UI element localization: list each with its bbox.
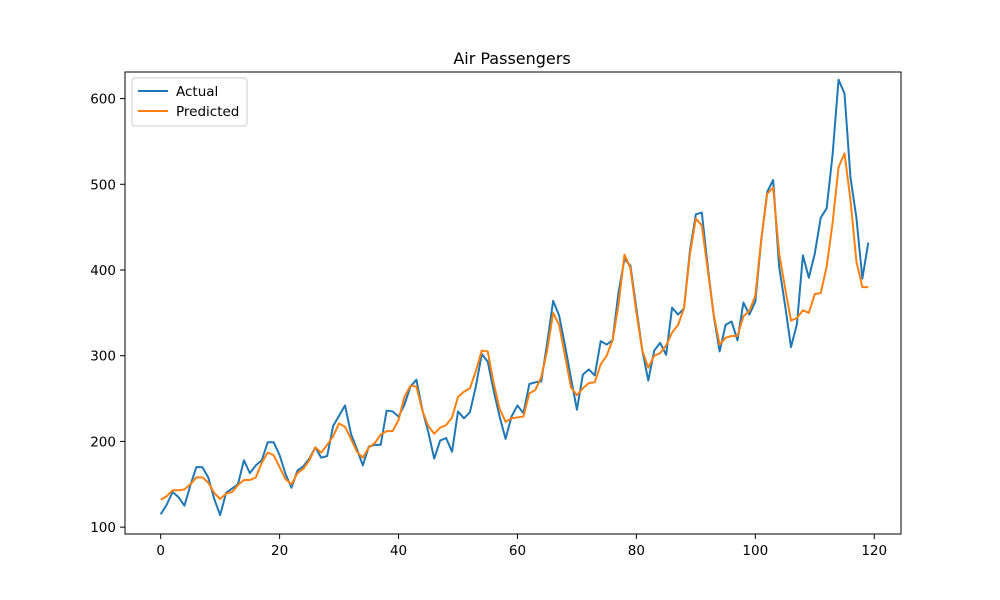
x-tick-label: 0 (156, 543, 165, 559)
x-axis-ticks: 0 20 40 60 80 100 120 (156, 534, 887, 559)
legend: Actual Predicted (131, 77, 248, 127)
legend-label-actual: Actual (176, 84, 218, 100)
y-tick-label: 500 (90, 177, 116, 193)
y-tick-label: 400 (90, 263, 116, 279)
series-line-predicted (160, 152, 869, 501)
x-tick-label: 60 (509, 543, 526, 559)
y-tick-label: 100 (90, 520, 116, 536)
x-tick-label: 80 (628, 543, 645, 559)
series-line-actual (159, 78, 870, 517)
plot-area-frame (124, 71, 902, 535)
series-layer (159, 78, 870, 517)
y-tick-label: 200 (90, 434, 116, 450)
y-axis-ticks: 100 200 300 400 500 600 (90, 92, 125, 536)
x-tick-label: 120 (861, 543, 887, 559)
x-tick-label: 40 (390, 543, 407, 559)
x-tick-label: 20 (271, 543, 288, 559)
y-tick-label: 600 (90, 92, 116, 108)
y-tick-label: 300 (90, 349, 116, 365)
legend-label-predicted: Predicted (176, 104, 239, 120)
chart-title: Air Passengers (453, 49, 570, 68)
x-tick-label: 100 (742, 543, 768, 559)
